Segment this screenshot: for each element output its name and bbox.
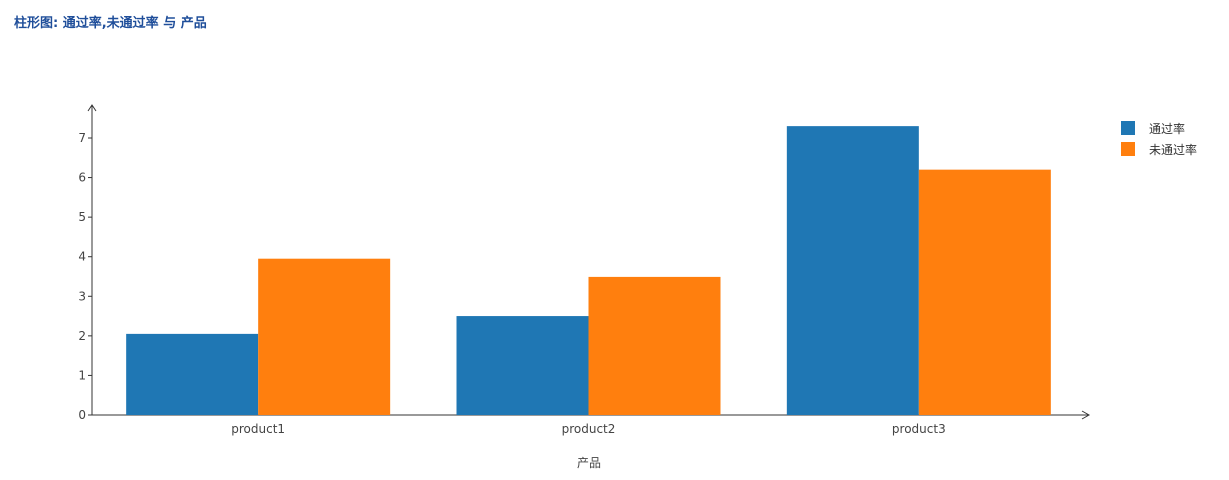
y-axis-arrow [87, 104, 97, 112]
chart-title: 柱形图: 通过率,未通过率 与 产品 [14, 16, 207, 31]
x-tick-label: product1 [231, 422, 285, 436]
y-tick-label: 7 [78, 131, 86, 145]
bar-product2-fail [588, 276, 721, 415]
bar-product3-pass [786, 126, 919, 415]
y-tick-label: 6 [78, 171, 86, 185]
x-tick-label: product3 [892, 422, 946, 436]
y-tick-label: 1 [78, 368, 86, 382]
x-tick-label: product2 [562, 422, 616, 436]
bar-product3-fail [918, 169, 1051, 415]
y-tick-label: 3 [78, 289, 86, 303]
bar-product1-pass [126, 333, 259, 415]
x-axis-label: 产品 [577, 456, 601, 470]
legend-label: 未通过率 [1149, 142, 1197, 157]
y-tick-label: 2 [78, 329, 86, 343]
legend-label: 通过率 [1149, 121, 1185, 136]
legend-swatch [1121, 121, 1135, 135]
y-tick-label: 4 [78, 250, 86, 264]
bar-product2-pass [456, 316, 589, 415]
y-tick-label: 5 [78, 210, 86, 224]
legend-swatch [1121, 142, 1135, 156]
bar-product1-fail [258, 258, 391, 415]
x-axis-arrow [1081, 410, 1091, 420]
y-tick-label: 0 [78, 408, 86, 422]
